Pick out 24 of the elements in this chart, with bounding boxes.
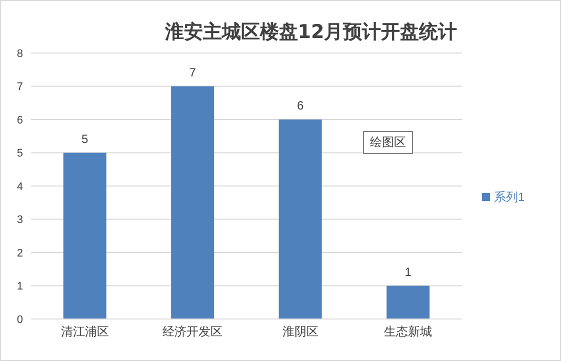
y-tick-label: 6 xyxy=(16,114,23,126)
y-tick-label: 3 xyxy=(16,214,23,226)
data-label: 5 xyxy=(81,132,88,146)
y-tick-label: 1 xyxy=(16,280,23,293)
x-tick-label: 生态新城 xyxy=(384,324,432,339)
y-tick-label: 4 xyxy=(16,180,23,193)
y-tick-label: 0 xyxy=(16,314,23,326)
y-tick-label: 2 xyxy=(16,247,23,260)
y-tick-label: 7 xyxy=(16,81,23,94)
annotation: 绘图区 xyxy=(363,131,413,154)
chart-title: 淮安主城区楼盘12月预计开盘统计 xyxy=(164,20,458,45)
legend-label: 系列1 xyxy=(494,190,525,204)
y-tick-label: 8 xyxy=(16,48,23,60)
y-tick-label: 5 xyxy=(16,148,23,160)
bar xyxy=(278,120,322,319)
bar xyxy=(63,152,106,319)
data-label: 6 xyxy=(296,98,304,112)
x-tick-label: 清江浦区 xyxy=(60,324,109,339)
data-label: 7 xyxy=(189,65,196,80)
x-tick-label: 淮阴区 xyxy=(282,324,318,339)
bar xyxy=(386,286,430,319)
data-label: 1 xyxy=(404,264,412,279)
x-tick-label: 经济开发区 xyxy=(162,324,223,339)
bar xyxy=(171,86,214,319)
